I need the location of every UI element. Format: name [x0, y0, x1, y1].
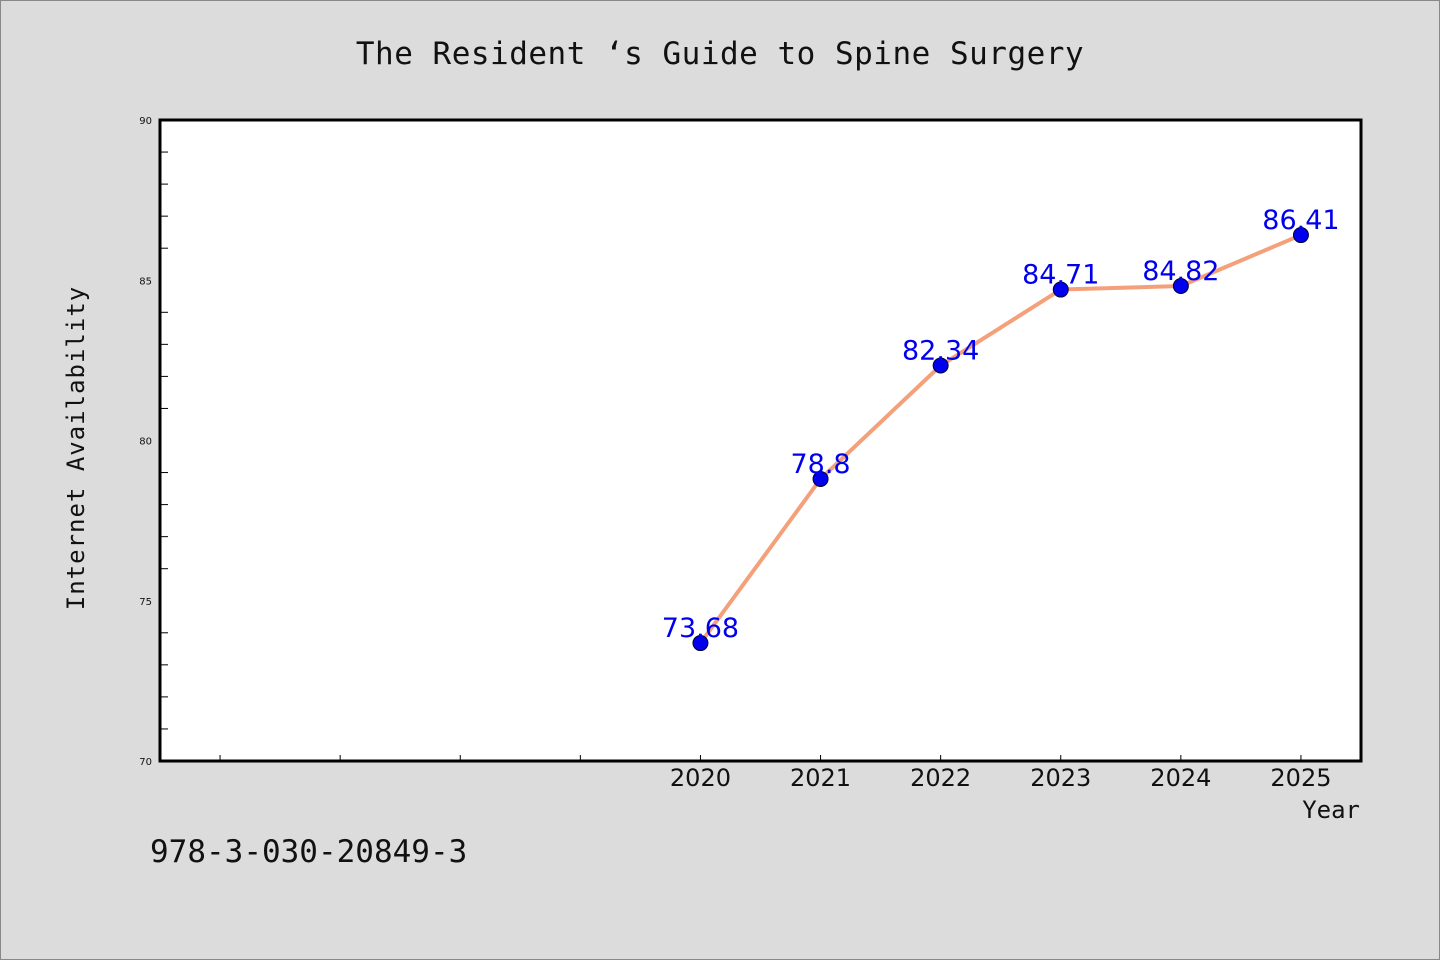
series-line: [698, 233, 1303, 646]
isbn-text: 978-3-030-20849-3: [150, 834, 468, 870]
data-label: 73.68: [662, 613, 739, 644]
chart-title: The Resident ‘s Guide to Spine Surgery: [355, 36, 1085, 72]
data-point-marker: [812, 470, 829, 487]
series-line-group: [698, 233, 1303, 646]
x-tick-label: 2022: [910, 764, 971, 792]
x-axis-label: Year: [1302, 796, 1360, 824]
data-point-marker: [692, 635, 709, 652]
x-tick-label: 2025: [1270, 764, 1331, 792]
x-axis-ticks: 2020 2021 2022 2023 2024 2025: [219, 755, 1331, 792]
x-tick-label: 2024: [1150, 764, 1211, 792]
data-point-marker: [1052, 281, 1069, 298]
data-point-marker: [932, 357, 949, 374]
y-tick-label: 90: [139, 116, 152, 127]
data-point-marker: [1292, 227, 1309, 244]
data-label: 78.8: [790, 449, 850, 480]
y-tick-label: 75: [139, 597, 152, 608]
data-label: 84.82: [1142, 256, 1219, 287]
y-tick-label: 70: [139, 757, 152, 768]
y-tick-label: 80: [139, 437, 152, 448]
x-tick-label: 2021: [790, 764, 851, 792]
data-label: 86.41: [1262, 205, 1339, 236]
x-tick-label: 2020: [670, 764, 731, 792]
y-axis-ticks: 70 75 80 85 90: [139, 116, 168, 768]
series-labels-group: 73.68 78.8 82.34 84.71 84.82 86.41: [662, 205, 1340, 644]
plot-area: [158, 118, 1363, 763]
y-tick-label: 85: [139, 276, 152, 287]
data-label: 82.34: [902, 336, 979, 367]
data-label: 84.71: [1022, 260, 1099, 291]
data-point-marker: [1172, 278, 1189, 295]
series-markers-group: [692, 227, 1309, 652]
x-tick-label: 2023: [1030, 764, 1091, 792]
